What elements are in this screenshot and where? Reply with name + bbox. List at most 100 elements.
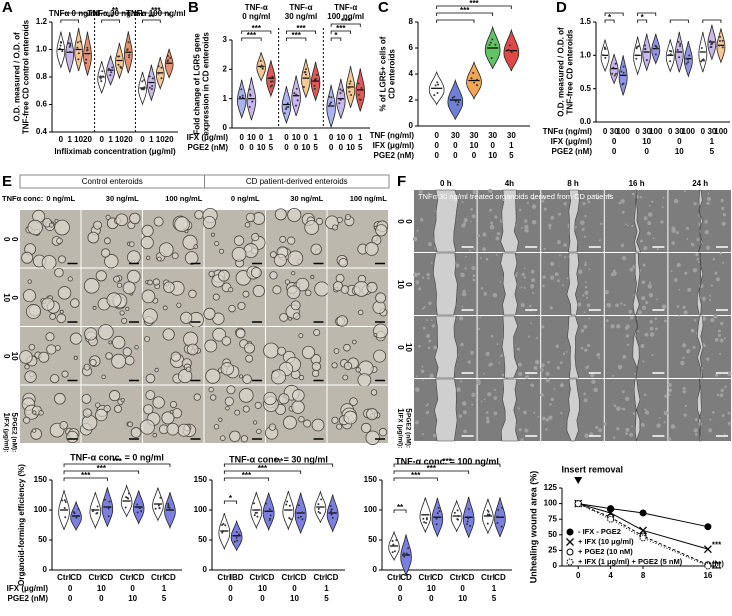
row-value: 0 [130,584,135,593]
data-point [99,75,102,78]
row-value: 5 [313,143,318,152]
cell-texture [525,375,529,379]
section-title: TNFα 30 ng/ml [87,9,142,18]
data-point [237,533,240,536]
data-point [249,93,252,96]
cell-texture [485,351,490,357]
significance-bracket [604,12,624,16]
organoid [373,333,378,337]
cell-texture [480,287,484,290]
data-point [655,47,658,50]
organoid [73,355,78,360]
organoid [343,343,351,352]
x-tick-label: CD [400,573,412,582]
cell-texture [629,267,634,272]
data-point [100,80,103,83]
data-point [296,99,299,102]
data-point [304,70,307,73]
data-point [497,508,500,511]
organoid [54,345,61,351]
cell-texture [596,196,600,200]
row-value: 1 [710,137,715,146]
marker [639,526,648,535]
organoid [254,401,262,409]
organoid [95,270,107,282]
organoid [263,391,277,406]
row-value: 30 [675,127,684,136]
cell-texture [694,432,698,436]
cell-texture [541,199,545,203]
cell-texture [706,196,712,202]
organoid [152,278,160,286]
significance-bracket [436,19,475,23]
row-value: 0 [339,143,344,152]
x-tick-label: 1 [149,135,154,144]
cell-texture [482,247,487,252]
data-point [359,98,362,101]
cell-texture [656,423,661,428]
cell-texture [581,227,585,231]
wound-gap [698,189,703,253]
data-point [667,54,670,57]
organoid [66,430,79,444]
cell-texture [430,319,433,322]
cell-texture [721,206,725,211]
data-point [710,43,713,46]
wound-gap [500,189,519,253]
organoid [204,339,218,353]
data-point [293,92,296,95]
cell-texture [541,195,547,200]
cell-texture [563,256,566,259]
x-tick-label: CD [102,573,114,582]
y-tick-label: 0.4 [36,127,48,136]
organoid [180,311,193,324]
data-point [602,54,605,57]
organoid [193,393,201,401]
legend-label: + IFX (1 μg/ml) + PGE2 (5 nM) [578,557,683,566]
data-point [140,510,143,513]
cell-texture [471,214,476,219]
cell-texture [708,298,712,302]
organoid [23,416,31,424]
cell-texture [620,302,623,305]
data-point [473,81,476,84]
organoid [231,246,247,262]
organoid [70,298,80,308]
significance-bracket [142,12,170,16]
organoid [83,278,100,294]
data-point [457,515,460,518]
row-label: TNFα (ng/ml) [543,127,593,136]
organoid [298,416,305,423]
cell-texture [495,236,500,241]
organoid [57,255,66,264]
row-value: 5 [492,594,497,603]
data-point [167,59,170,62]
data-point [150,88,153,91]
significance-bracket [393,463,501,467]
data-point [254,511,257,514]
cell-texture [456,387,461,392]
cell-texture [523,267,526,270]
cell-texture [613,436,616,439]
row-value: 10 [675,147,684,156]
data-point [295,87,298,90]
cell-texture [556,279,560,283]
marker [566,528,574,536]
data-point [469,524,472,527]
organoid [48,222,54,228]
cell-texture [539,368,544,373]
cell-texture [427,403,429,406]
data-point [315,73,318,76]
data-point [221,523,224,526]
significance-bracket [60,19,80,23]
data-point [453,95,456,98]
cell-texture [518,208,522,212]
data-point [77,508,80,511]
cell-texture [631,192,635,196]
data-point [271,84,274,87]
organoid [274,208,287,221]
data-point [127,497,130,500]
data-point [489,41,492,44]
x-tick-label: 0 [576,571,581,580]
cell-texture [545,378,550,383]
